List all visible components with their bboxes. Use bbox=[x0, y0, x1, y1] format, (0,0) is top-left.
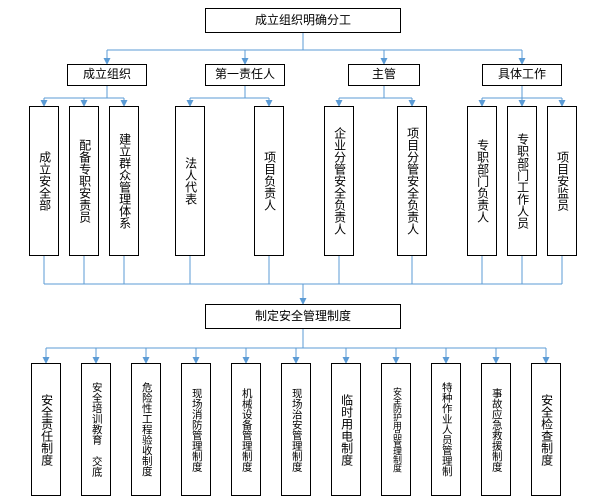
node-c9: 专职部门工作人员 bbox=[507, 106, 537, 256]
node-label-c10: 项目安监员 bbox=[555, 151, 568, 211]
node-c7: 项目分管安全负责人 bbox=[397, 106, 427, 256]
node-label-d3: 危险性工程验收制度 bbox=[140, 382, 152, 477]
node-label-d5: 机械设备管理制度 bbox=[240, 388, 252, 472]
node-label-c4: 法人代表 bbox=[183, 157, 196, 205]
node-label-b1: 成立组织 bbox=[83, 67, 131, 83]
node-c8: 专职部门负责人 bbox=[467, 106, 497, 256]
node-d5: 机械设备管理制度 bbox=[231, 363, 261, 496]
node-label-d4: 现场消防管理制度 bbox=[190, 388, 202, 472]
node-label-d9: 特种作业人员管理制 bbox=[440, 382, 452, 477]
node-label-mid: 制定安全管理制度 bbox=[255, 309, 351, 325]
node-label-c5: 项目负责人 bbox=[262, 151, 275, 211]
node-label-d11: 安全检查制度 bbox=[539, 394, 552, 466]
node-d10: 事故应急救援制度 bbox=[481, 363, 511, 496]
node-label-c8: 专职部门负责人 bbox=[475, 139, 488, 223]
node-c1: 成立安全部 bbox=[29, 106, 59, 256]
node-label-d7: 临时用电制度 bbox=[339, 394, 352, 466]
node-b4: 具体工作 bbox=[482, 64, 562, 86]
node-d6: 现场治安管理制度 bbox=[281, 363, 311, 496]
node-label-d6: 现场治安管理制度 bbox=[290, 388, 302, 472]
node-c2: 配备专职安责员 bbox=[69, 106, 99, 256]
node-label-d2: 安全培训教育 交底 bbox=[90, 382, 102, 477]
node-label-c6: 企业分管安全负责人 bbox=[332, 127, 345, 235]
node-c4: 法人代表 bbox=[175, 106, 205, 256]
node-d1: 安全责任制度 bbox=[31, 363, 61, 496]
node-d9: 特种作业人员管理制 bbox=[431, 363, 461, 496]
node-c6: 企业分管安全负责人 bbox=[324, 106, 354, 256]
node-label-c2: 配备专职安责员 bbox=[77, 139, 90, 223]
node-d4: 现场消防管理制度 bbox=[181, 363, 211, 496]
node-b2: 第一责任人 bbox=[205, 64, 285, 86]
node-d11: 安全检查制度 bbox=[531, 363, 561, 496]
node-label-d8: 安全防护用品管理制度 bbox=[391, 387, 401, 472]
node-root: 成立组织明确分工 bbox=[205, 8, 401, 33]
node-label-c9: 专职部门工作人员 bbox=[515, 133, 528, 229]
node-d7: 临时用电制度 bbox=[331, 363, 361, 496]
node-label-b2: 第一责任人 bbox=[215, 67, 275, 83]
node-c10: 项目安监员 bbox=[547, 106, 577, 256]
node-d8: 安全防护用品管理制度 bbox=[381, 363, 411, 496]
node-label-b4: 具体工作 bbox=[498, 67, 546, 83]
node-c5: 项目负责人 bbox=[254, 106, 284, 256]
node-label-b3: 主管 bbox=[372, 67, 396, 83]
node-label-root: 成立组织明确分工 bbox=[255, 13, 351, 29]
node-label-c1: 成立安全部 bbox=[37, 151, 50, 211]
node-label-c7: 项目分管安全负责人 bbox=[405, 127, 418, 235]
node-c3: 建立群众管理体系 bbox=[109, 106, 139, 256]
node-label-d10: 事故应急救援制度 bbox=[490, 388, 502, 472]
node-d2: 安全培训教育 交底 bbox=[81, 363, 111, 496]
node-mid: 制定安全管理制度 bbox=[205, 304, 401, 329]
node-label-d1: 安全责任制度 bbox=[39, 394, 52, 466]
node-label-c3: 建立群众管理体系 bbox=[117, 133, 130, 229]
node-b1: 成立组织 bbox=[67, 64, 147, 86]
node-b3: 主管 bbox=[348, 64, 420, 86]
node-d3: 危险性工程验收制度 bbox=[131, 363, 161, 496]
